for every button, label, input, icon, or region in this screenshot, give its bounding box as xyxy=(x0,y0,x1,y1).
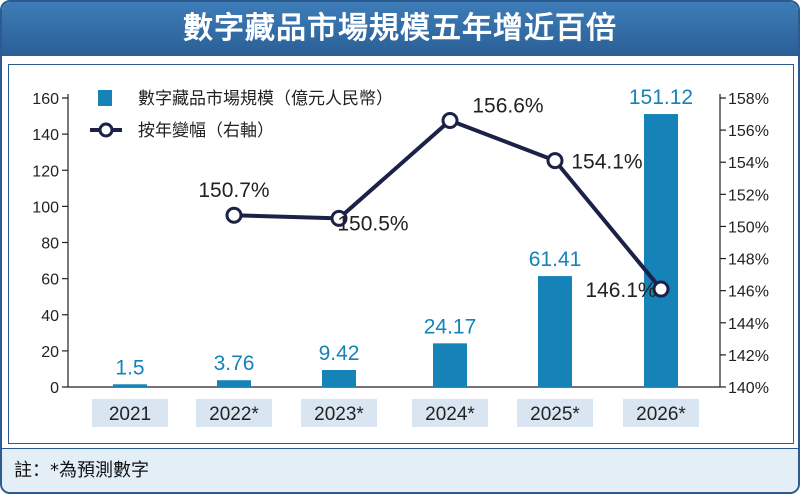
category-label-bg xyxy=(196,399,272,427)
left-tick-label: 160 xyxy=(32,91,59,108)
bar-value-label: 9.42 xyxy=(319,342,360,365)
bar xyxy=(433,343,467,387)
yoy-change-line xyxy=(233,118,663,291)
category-label: 2023* xyxy=(314,404,364,425)
right-tick-label: 150% xyxy=(728,219,769,236)
category-label-bg xyxy=(412,399,488,427)
left-tick-label: 0 xyxy=(50,380,59,397)
bar xyxy=(113,384,147,387)
right-tick-label: 148% xyxy=(728,252,769,269)
category-label: 2021 xyxy=(109,404,151,425)
right-tick-label: 146% xyxy=(728,284,769,301)
left-tick-label: 140 xyxy=(32,127,59,144)
left-tick-label: 120 xyxy=(32,163,59,180)
line-value-label: 154.1% xyxy=(571,151,642,174)
line-point xyxy=(225,206,243,224)
bar-value-label: 1.5 xyxy=(115,356,144,379)
bar xyxy=(217,380,251,387)
legend-bar-label: 數字藏品市場規模（億元人民幣） xyxy=(138,89,393,109)
bar xyxy=(644,114,678,388)
line-point xyxy=(441,111,459,129)
left-tick-label: 60 xyxy=(41,272,59,289)
right-tick-label: 154% xyxy=(728,155,769,172)
line-value-label: 150.5% xyxy=(337,212,408,235)
line-value-label: 150.7% xyxy=(198,179,269,202)
category-label: 2024* xyxy=(425,404,475,425)
category-label: 2026* xyxy=(636,404,686,425)
bar-value-label: 3.76 xyxy=(214,352,255,375)
bar-value-label: 24.17 xyxy=(424,315,477,338)
left-tick-label: 100 xyxy=(32,199,59,216)
right-tick-label: 140% xyxy=(728,380,769,397)
category-label-bg xyxy=(301,399,377,427)
title-bar: 數字藏品市場規模五年增近百倍 xyxy=(2,2,798,56)
line-value-label: 156.6% xyxy=(472,94,543,117)
category-label-bg xyxy=(623,399,699,427)
left-tick-label: 40 xyxy=(41,308,59,325)
right-tick-label: 152% xyxy=(728,187,769,204)
line-value-label: 146.1% xyxy=(585,279,656,302)
legend-bar-swatch xyxy=(98,90,112,106)
left-tick-label: 20 xyxy=(41,344,59,361)
bar-value-label: 151.12 xyxy=(629,86,693,109)
right-tick-label: 156% xyxy=(728,123,769,140)
legend-line-label: 按年變幅（右軸） xyxy=(138,121,274,141)
bar xyxy=(538,276,572,387)
bar xyxy=(322,369,356,387)
line-point xyxy=(330,209,348,227)
category-label: 2025* xyxy=(530,404,580,425)
line-point xyxy=(546,152,564,170)
chart-title: 數字藏品市場規模五年增近百倍 xyxy=(183,11,617,46)
category-label-bg xyxy=(92,399,168,427)
category-label-bg xyxy=(517,399,593,427)
footnote: 註：*為預測數字 xyxy=(14,460,149,481)
bar-value-label: 61.41 xyxy=(529,248,582,271)
right-tick-label: 142% xyxy=(728,348,769,365)
line-point xyxy=(652,280,670,298)
footnote-bar: 註：*為預測數字 xyxy=(2,448,798,492)
right-tick-label: 158% xyxy=(728,91,769,108)
right-tick-label: 144% xyxy=(728,316,769,333)
category-label: 2022* xyxy=(209,404,259,425)
left-tick-label: 80 xyxy=(41,236,59,253)
legend-line-marker xyxy=(98,122,114,138)
